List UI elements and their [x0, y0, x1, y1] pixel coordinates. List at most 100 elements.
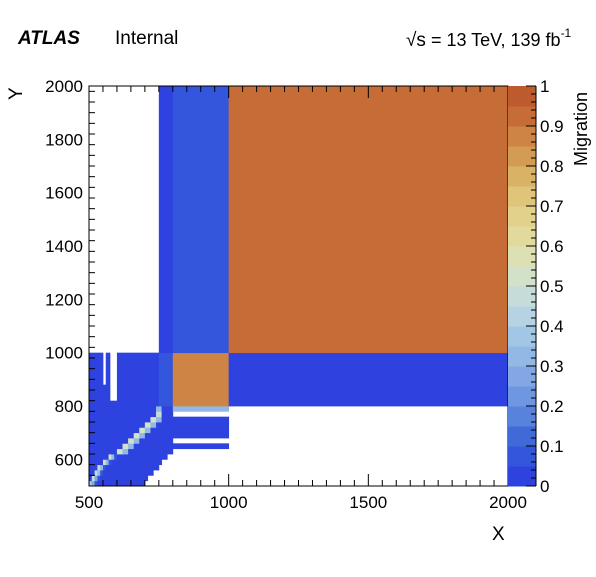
heatmap-cell	[228, 86, 509, 354]
heatmap-cell	[89, 438, 129, 444]
heatmap-cell	[89, 443, 118, 450]
heatmap-cell	[111, 448, 118, 455]
energy-luminosity-label: √s = 13 TeV, 139 fb-1	[406, 26, 572, 52]
z-tick-label: 0.3	[540, 357, 564, 376]
y-tick-label: 1000	[45, 344, 83, 363]
heatmap-cell	[89, 448, 112, 455]
heatmap-cell	[144, 422, 151, 428]
heatmap-cell	[89, 464, 98, 471]
heatmap-cell	[105, 352, 111, 407]
heatmap-cell	[228, 352, 509, 407]
heatmap-cells	[89, 86, 509, 487]
heatmap-cell	[133, 438, 140, 444]
color-scale-bin	[508, 146, 536, 167]
color-scale-bin	[508, 106, 536, 127]
heatmap-cell	[108, 454, 112, 460]
heatmap-cell	[172, 406, 230, 412]
heatmap-cell	[91, 475, 95, 482]
heatmap-cell	[172, 352, 230, 407]
heatmap-cell	[89, 406, 157, 412]
heatmap-cell	[139, 438, 174, 444]
heatmap-cell	[156, 422, 230, 428]
heatmap-cell	[105, 459, 109, 466]
heatmap-cell	[94, 475, 98, 482]
heatmap-cell	[111, 459, 163, 466]
heatmap-cell	[89, 475, 93, 482]
color-scale-bin	[508, 126, 536, 147]
y-tick-label: 800	[55, 397, 83, 416]
x-tick-label: 1500	[349, 493, 387, 512]
color-scale-bin	[508, 246, 536, 267]
heatmap-cell	[144, 427, 151, 434]
y-tick-label: 1200	[45, 290, 83, 309]
y-tick-label: 1600	[45, 184, 83, 203]
heatmap-cell	[116, 454, 168, 460]
heatmap-cell	[111, 480, 146, 487]
experiment-label: ATLAS	[18, 28, 80, 49]
heatmap-cell	[161, 411, 174, 418]
heatmap-cell	[89, 416, 151, 423]
color-scale-bin	[508, 366, 536, 387]
heatmap-cell	[122, 448, 129, 455]
color-scale-bin	[508, 286, 536, 307]
y-tick-label: 1400	[45, 237, 83, 256]
heatmap-cell	[89, 432, 135, 439]
heatmap-cell	[116, 448, 123, 455]
heatmap-cell	[94, 480, 98, 487]
heatmap-cell	[114, 454, 118, 460]
heatmap-cell	[108, 459, 112, 466]
heatmap-cell	[97, 475, 101, 482]
heatmap-cell	[150, 427, 230, 434]
heatmap-cell	[89, 422, 146, 428]
heatmap-cell	[89, 411, 157, 418]
heatmap-cell	[89, 454, 109, 460]
luminosity-exponent: -1	[560, 26, 572, 40]
y-tick-label: 2000	[45, 77, 83, 96]
energy-text: = 13 TeV, 139 fb	[425, 30, 561, 50]
heatmap-cell	[89, 352, 104, 407]
x-axis-title: X	[492, 524, 505, 545]
heatmap-cell	[158, 86, 174, 354]
color-scale-bin	[508, 266, 536, 287]
z-tick-label: 0.1	[540, 437, 564, 456]
color-scale-bin	[508, 166, 536, 187]
z-tick-label: 0.7	[540, 197, 564, 216]
heatmap-cell	[97, 480, 112, 487]
heatmap-cell	[116, 443, 123, 450]
color-scale-bin	[508, 206, 536, 227]
color-scale-bin	[508, 306, 536, 327]
heatmap-cell	[94, 470, 98, 476]
heatmap-cell	[139, 427, 146, 434]
heatmap-cell	[89, 480, 93, 487]
color-scale-bin	[508, 466, 536, 487]
y-tick-label: 600	[55, 450, 83, 469]
z-tick-label: 0.4	[540, 317, 564, 336]
heatmap-cell	[156, 406, 163, 412]
heatmap-cell	[122, 443, 129, 450]
heatmap-cell	[161, 416, 230, 423]
sqrt-s-label: √s	[406, 30, 426, 51]
z-tick-label: 0.6	[540, 237, 564, 256]
axes: 500 1000 1500 2000 600 800 1000 1200 1400 1600 180…	[45, 77, 527, 512]
heatmap-cell	[133, 443, 230, 450]
heatmap-cell	[158, 352, 174, 407]
status-label: Internal	[115, 28, 179, 49]
heatmap-cell	[91, 480, 95, 487]
heatmap-cell	[100, 470, 104, 476]
heatmap-cell	[102, 459, 107, 466]
y-tick-label: 1800	[45, 130, 83, 149]
heatmap-cell	[172, 86, 230, 354]
heatmap-cell	[128, 443, 135, 450]
x-tick-label: 500	[75, 493, 103, 512]
color-scale-bin	[508, 326, 536, 347]
heatmap-cell	[139, 432, 146, 439]
heatmap-cell	[105, 464, 160, 471]
heatmap-cell	[100, 475, 149, 482]
heatmap-cell	[156, 416, 163, 423]
z-tick-label: 1	[540, 77, 549, 96]
color-scale-bin	[508, 446, 536, 467]
heatmap-cell	[133, 432, 140, 439]
color-scale: 0 0.1 0.2 0.3 0.4 0.5 0.6 0.7 0.8 0.9 1	[508, 77, 564, 496]
